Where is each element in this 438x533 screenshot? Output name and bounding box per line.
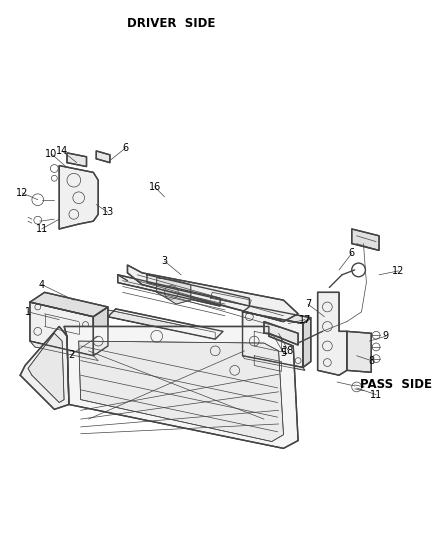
Polygon shape (30, 292, 108, 317)
Polygon shape (59, 166, 98, 229)
Polygon shape (264, 321, 298, 345)
Text: PASS  SIDE: PASS SIDE (360, 378, 431, 391)
Text: 17: 17 (299, 314, 311, 325)
Polygon shape (30, 302, 93, 356)
Polygon shape (28, 333, 64, 402)
Text: 1: 1 (25, 307, 31, 317)
Text: 11: 11 (35, 224, 48, 234)
Text: 6: 6 (349, 248, 355, 259)
Text: 12: 12 (16, 188, 28, 198)
Polygon shape (67, 153, 87, 166)
Polygon shape (30, 341, 98, 361)
Text: 6: 6 (123, 143, 129, 153)
Text: 3: 3 (162, 256, 168, 266)
Text: 8: 8 (368, 356, 374, 366)
Polygon shape (147, 275, 249, 306)
Polygon shape (347, 332, 371, 373)
Text: 14: 14 (56, 146, 68, 156)
Polygon shape (96, 151, 110, 163)
Polygon shape (108, 309, 223, 339)
Polygon shape (108, 310, 215, 339)
Polygon shape (79, 341, 283, 441)
Text: 4: 4 (39, 279, 45, 289)
Polygon shape (243, 306, 311, 324)
Text: 13: 13 (102, 207, 114, 217)
Polygon shape (243, 356, 305, 370)
Polygon shape (157, 278, 191, 304)
Polygon shape (20, 327, 69, 409)
Polygon shape (127, 265, 298, 321)
Text: 7: 7 (305, 299, 311, 309)
Polygon shape (118, 275, 220, 306)
Polygon shape (352, 229, 379, 251)
Text: 11: 11 (370, 390, 382, 400)
Text: 12: 12 (392, 266, 405, 276)
Text: 10: 10 (45, 149, 57, 159)
Polygon shape (93, 307, 108, 356)
Polygon shape (64, 327, 298, 448)
Text: 2: 2 (68, 350, 74, 360)
Polygon shape (210, 292, 251, 306)
Polygon shape (254, 356, 282, 372)
Text: DRIVER  SIDE: DRIVER SIDE (127, 17, 215, 30)
Polygon shape (254, 332, 282, 352)
Text: 18: 18 (282, 346, 294, 356)
Polygon shape (243, 312, 303, 367)
Text: 9: 9 (383, 331, 389, 341)
Text: 5: 5 (280, 348, 286, 358)
Polygon shape (318, 292, 347, 375)
Polygon shape (303, 318, 311, 367)
Text: 16: 16 (148, 182, 161, 192)
